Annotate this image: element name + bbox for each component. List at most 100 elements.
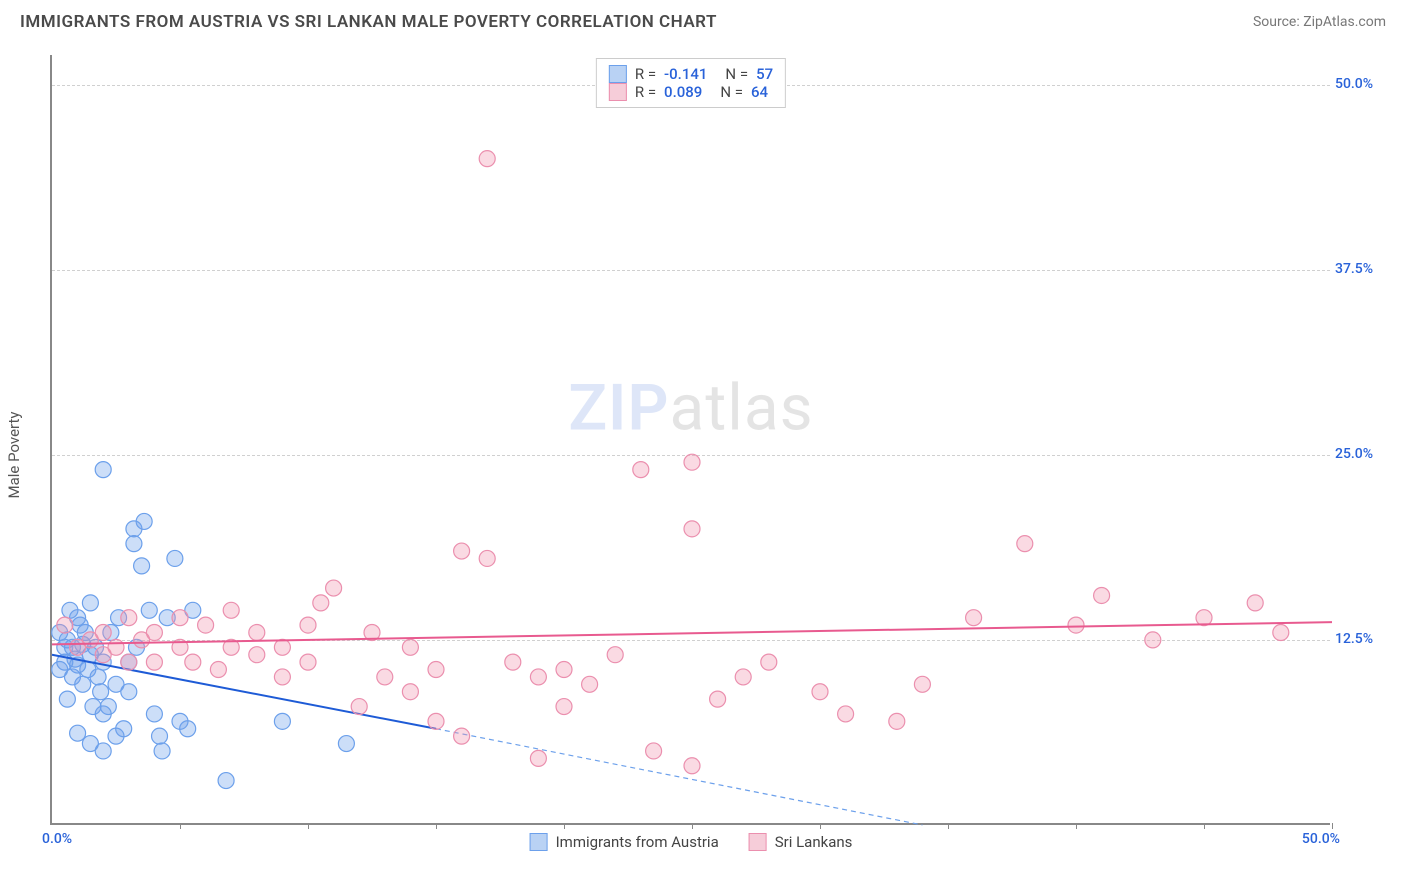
data-point [57, 617, 73, 633]
data-point [274, 639, 290, 655]
x-axis-max-label: 50.0% [1302, 831, 1340, 847]
data-point [274, 669, 290, 685]
data-point [95, 743, 111, 759]
x-tick [308, 823, 309, 829]
data-point [82, 595, 98, 611]
x-tick [820, 823, 821, 829]
legend-r-label: R = [635, 83, 656, 101]
legend-label: Sri Lankans [775, 833, 853, 851]
data-point [966, 610, 982, 626]
series-legend: Immigrants from Austria Sri Lankans [530, 833, 853, 851]
data-point [454, 543, 470, 559]
data-point [134, 558, 150, 574]
data-point [146, 625, 162, 641]
data-point [326, 580, 342, 596]
x-tick [1204, 823, 1205, 829]
data-point [180, 721, 196, 737]
data-point [351, 699, 367, 715]
y-tick-label: 37.5% [1335, 261, 1390, 277]
data-point [684, 454, 700, 470]
data-point [428, 713, 444, 729]
data-point [146, 654, 162, 670]
trend-line-extrapolated [436, 729, 922, 825]
data-point [914, 676, 930, 692]
data-point [428, 662, 444, 678]
data-point [735, 669, 751, 685]
chart-title: IMMIGRANTS FROM AUSTRIA VS SRI LANKAN MA… [20, 12, 717, 32]
data-point [313, 595, 329, 611]
data-point [556, 699, 572, 715]
data-point [646, 743, 662, 759]
data-point [90, 669, 106, 685]
legend-swatch [749, 833, 767, 851]
data-point [172, 610, 188, 626]
data-point [633, 462, 649, 478]
y-axis-label: Male Poverty [5, 412, 23, 499]
data-point [93, 684, 109, 700]
data-point [710, 691, 726, 707]
data-point [198, 617, 214, 633]
legend-n-value: 57 [756, 65, 773, 83]
data-point [300, 654, 316, 670]
source-attribution: Source: ZipAtlas.com [1253, 14, 1386, 30]
data-point [185, 654, 201, 670]
data-point [210, 662, 226, 678]
legend-row: R = 0.089N = 64 [609, 83, 773, 101]
x-tick [564, 823, 565, 829]
data-point [479, 550, 495, 566]
data-point [402, 684, 418, 700]
data-point [582, 676, 598, 692]
data-point [684, 521, 700, 537]
data-point [95, 462, 111, 478]
x-tick [1332, 823, 1333, 829]
data-point [377, 669, 393, 685]
data-point [121, 610, 137, 626]
data-point [249, 647, 265, 663]
data-point [126, 521, 142, 537]
data-point [100, 699, 116, 715]
data-point [249, 625, 265, 641]
correlation-legend: R = -0.141N = 57R = 0.089N = 64 [596, 58, 786, 108]
header: IMMIGRANTS FROM AUSTRIA VS SRI LANKAN MA… [20, 12, 1386, 32]
x-axis-origin-label: 0.0% [42, 831, 72, 847]
data-point [116, 721, 132, 737]
data-point [167, 550, 183, 566]
legend-item: Immigrants from Austria [530, 833, 719, 851]
legend-r-value: -0.141 [664, 65, 707, 83]
data-point [556, 662, 572, 678]
data-point [300, 617, 316, 633]
trend-line [52, 622, 1332, 644]
data-point [126, 536, 142, 552]
data-point [812, 684, 828, 700]
legend-swatch [609, 83, 627, 101]
data-point [274, 713, 290, 729]
data-point [1017, 536, 1033, 552]
data-point [152, 728, 168, 744]
x-tick [436, 823, 437, 829]
y-tick-label: 12.5% [1335, 631, 1390, 647]
y-tick-label: 50.0% [1335, 76, 1390, 92]
data-point [607, 647, 623, 663]
data-point [1145, 632, 1161, 648]
data-point [1273, 625, 1289, 641]
data-point [1068, 617, 1084, 633]
y-tick-label: 25.0% [1335, 446, 1390, 462]
data-point [1247, 595, 1263, 611]
data-point [761, 654, 777, 670]
data-point [530, 669, 546, 685]
legend-row: R = -0.141N = 57 [609, 65, 773, 83]
data-point [338, 736, 354, 752]
legend-n-label: N = [720, 83, 743, 101]
legend-n-value: 64 [751, 83, 768, 101]
data-point [75, 676, 91, 692]
data-point [223, 602, 239, 618]
data-point [218, 773, 234, 789]
data-point [95, 625, 111, 641]
data-point [479, 151, 495, 167]
data-point [70, 725, 86, 741]
data-point [454, 728, 470, 744]
data-point [402, 639, 418, 655]
data-point [146, 706, 162, 722]
x-tick [180, 823, 181, 829]
data-point [121, 654, 137, 670]
